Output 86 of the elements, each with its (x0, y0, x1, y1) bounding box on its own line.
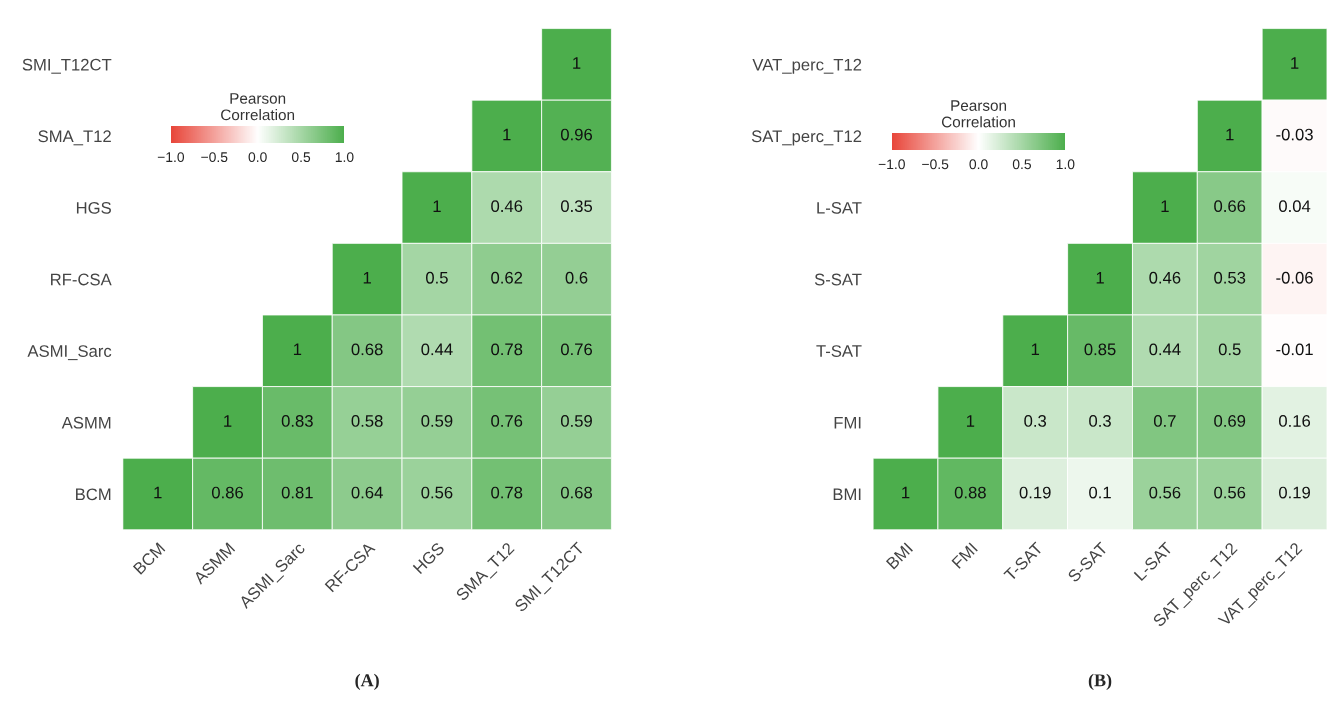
data-label: 0.1 (1089, 486, 1111, 499)
data-label: 0.44 (1149, 343, 1181, 356)
data-label: 0.19 (1279, 486, 1310, 499)
data-label: 1 (154, 486, 162, 499)
data-label: 0.62 (491, 271, 523, 284)
y-tick-label: RF-CSA (51, 273, 112, 286)
data-label: 1 (1031, 343, 1040, 356)
data-label: 1 (902, 486, 910, 499)
y-tick-label: SMA_T12 (38, 130, 111, 146)
color-bar-title: Pearson Correlation (221, 93, 295, 121)
data-label: 0.16 (1279, 415, 1311, 427)
data-label: 0.68 (560, 486, 593, 499)
y-tick-label: S-SAT (814, 273, 862, 286)
data-label: 0.6 (565, 271, 588, 284)
color-bar-title: Pearson Correlation (941, 100, 1015, 128)
data-label: 0.44 (421, 343, 453, 356)
data-label: 0.88 (954, 486, 986, 499)
data-label: 0.35 (560, 200, 593, 213)
y-tick-label: ASMI_Sarc (27, 345, 112, 361)
data-label: -0.06 (1276, 271, 1313, 284)
data-label: 0.3 (1089, 415, 1111, 427)
color-bar-label: −0.5 (201, 152, 228, 163)
data-label: 0.78 (491, 486, 523, 499)
y-tick-label: BCM (76, 488, 111, 501)
data-label: 0.7 (1153, 415, 1176, 427)
data-label: 0.04 (1279, 200, 1311, 213)
data-label: 0.76 (491, 415, 523, 427)
text: (A) (355, 673, 379, 691)
color-bar-label: −0.5 (922, 159, 949, 170)
y-tick-label: HGS (76, 201, 111, 214)
data-label: 0.78 (491, 343, 523, 356)
color-bar-label: 1.0 (1056, 159, 1075, 170)
color-bar-label: −1.0 (157, 152, 185, 163)
data-label: 0.76 (560, 343, 593, 356)
data-label: 0.83 (281, 415, 313, 427)
y-tick-label: T-SAT (816, 345, 862, 357)
data-label: 0.68 (351, 343, 383, 356)
data-label: 0.66 (1214, 200, 1246, 213)
data-label: 1 (1226, 128, 1234, 141)
data-label: 0.56 (421, 486, 453, 499)
data-label: 1 (503, 128, 511, 141)
y-tick-label: L-SAT (817, 201, 862, 214)
y-tick-label: BMI (833, 488, 861, 501)
data-label: 0.64 (351, 486, 383, 499)
data-label: 1 (1291, 57, 1299, 69)
data-label: 1 (1161, 200, 1169, 212)
data-label: 0.96 (560, 128, 593, 141)
y-tick-label: SAT_perc_T12 (751, 130, 862, 146)
x-tick-label: BMI (885, 542, 913, 570)
color-bar-label: 0.5 (1012, 159, 1032, 170)
data-label: 0.81 (281, 486, 313, 499)
color-bar-label: 0.5 (291, 152, 311, 163)
data-label: 0.85 (1084, 343, 1116, 356)
color-bar-label: −1.0 (878, 159, 905, 170)
data-label: 0.5 (425, 271, 448, 284)
data-label: 0.86 (211, 486, 244, 499)
data-label: 1 (224, 415, 232, 427)
text: (B) (1088, 673, 1112, 691)
data-label: 1 (1096, 272, 1104, 284)
data-label: 0.56 (1214, 486, 1246, 499)
data-label: 0.46 (1149, 271, 1181, 284)
x-tick-label: FMI (951, 542, 978, 569)
color-bar-label: 1.0 (335, 152, 354, 163)
data-label: 0.59 (560, 415, 592, 427)
data-label: 0.19 (1019, 486, 1051, 499)
y-tick-label: FMI (834, 416, 861, 429)
y-tick-label: VAT_perc_T12 (752, 58, 862, 74)
data-label: 0.56 (1149, 486, 1181, 499)
data-label: 0.46 (491, 200, 523, 213)
data-label: 0.53 (1214, 271, 1246, 284)
data-label: 0.3 (1024, 415, 1047, 427)
data-label: 1 (573, 57, 581, 69)
color-bar-label: 0.0 (969, 159, 988, 170)
y-tick-label: ASMM (61, 416, 111, 429)
data-label: 0.5 (1218, 343, 1241, 356)
data-label: 0.58 (351, 415, 383, 427)
data-label: 1 (966, 415, 975, 427)
y-tick-label: SMI_T12CT (22, 58, 112, 74)
data-label: 1 (433, 200, 441, 212)
data-label: 1 (293, 343, 302, 356)
data-label: 0.69 (1214, 415, 1246, 427)
color-bar-label: 0.0 (248, 152, 267, 163)
data-label: 0.59 (421, 415, 453, 427)
data-label: -0.03 (1276, 128, 1313, 141)
data-label: -0.01 (1276, 343, 1313, 356)
data-label: 1 (363, 272, 371, 284)
